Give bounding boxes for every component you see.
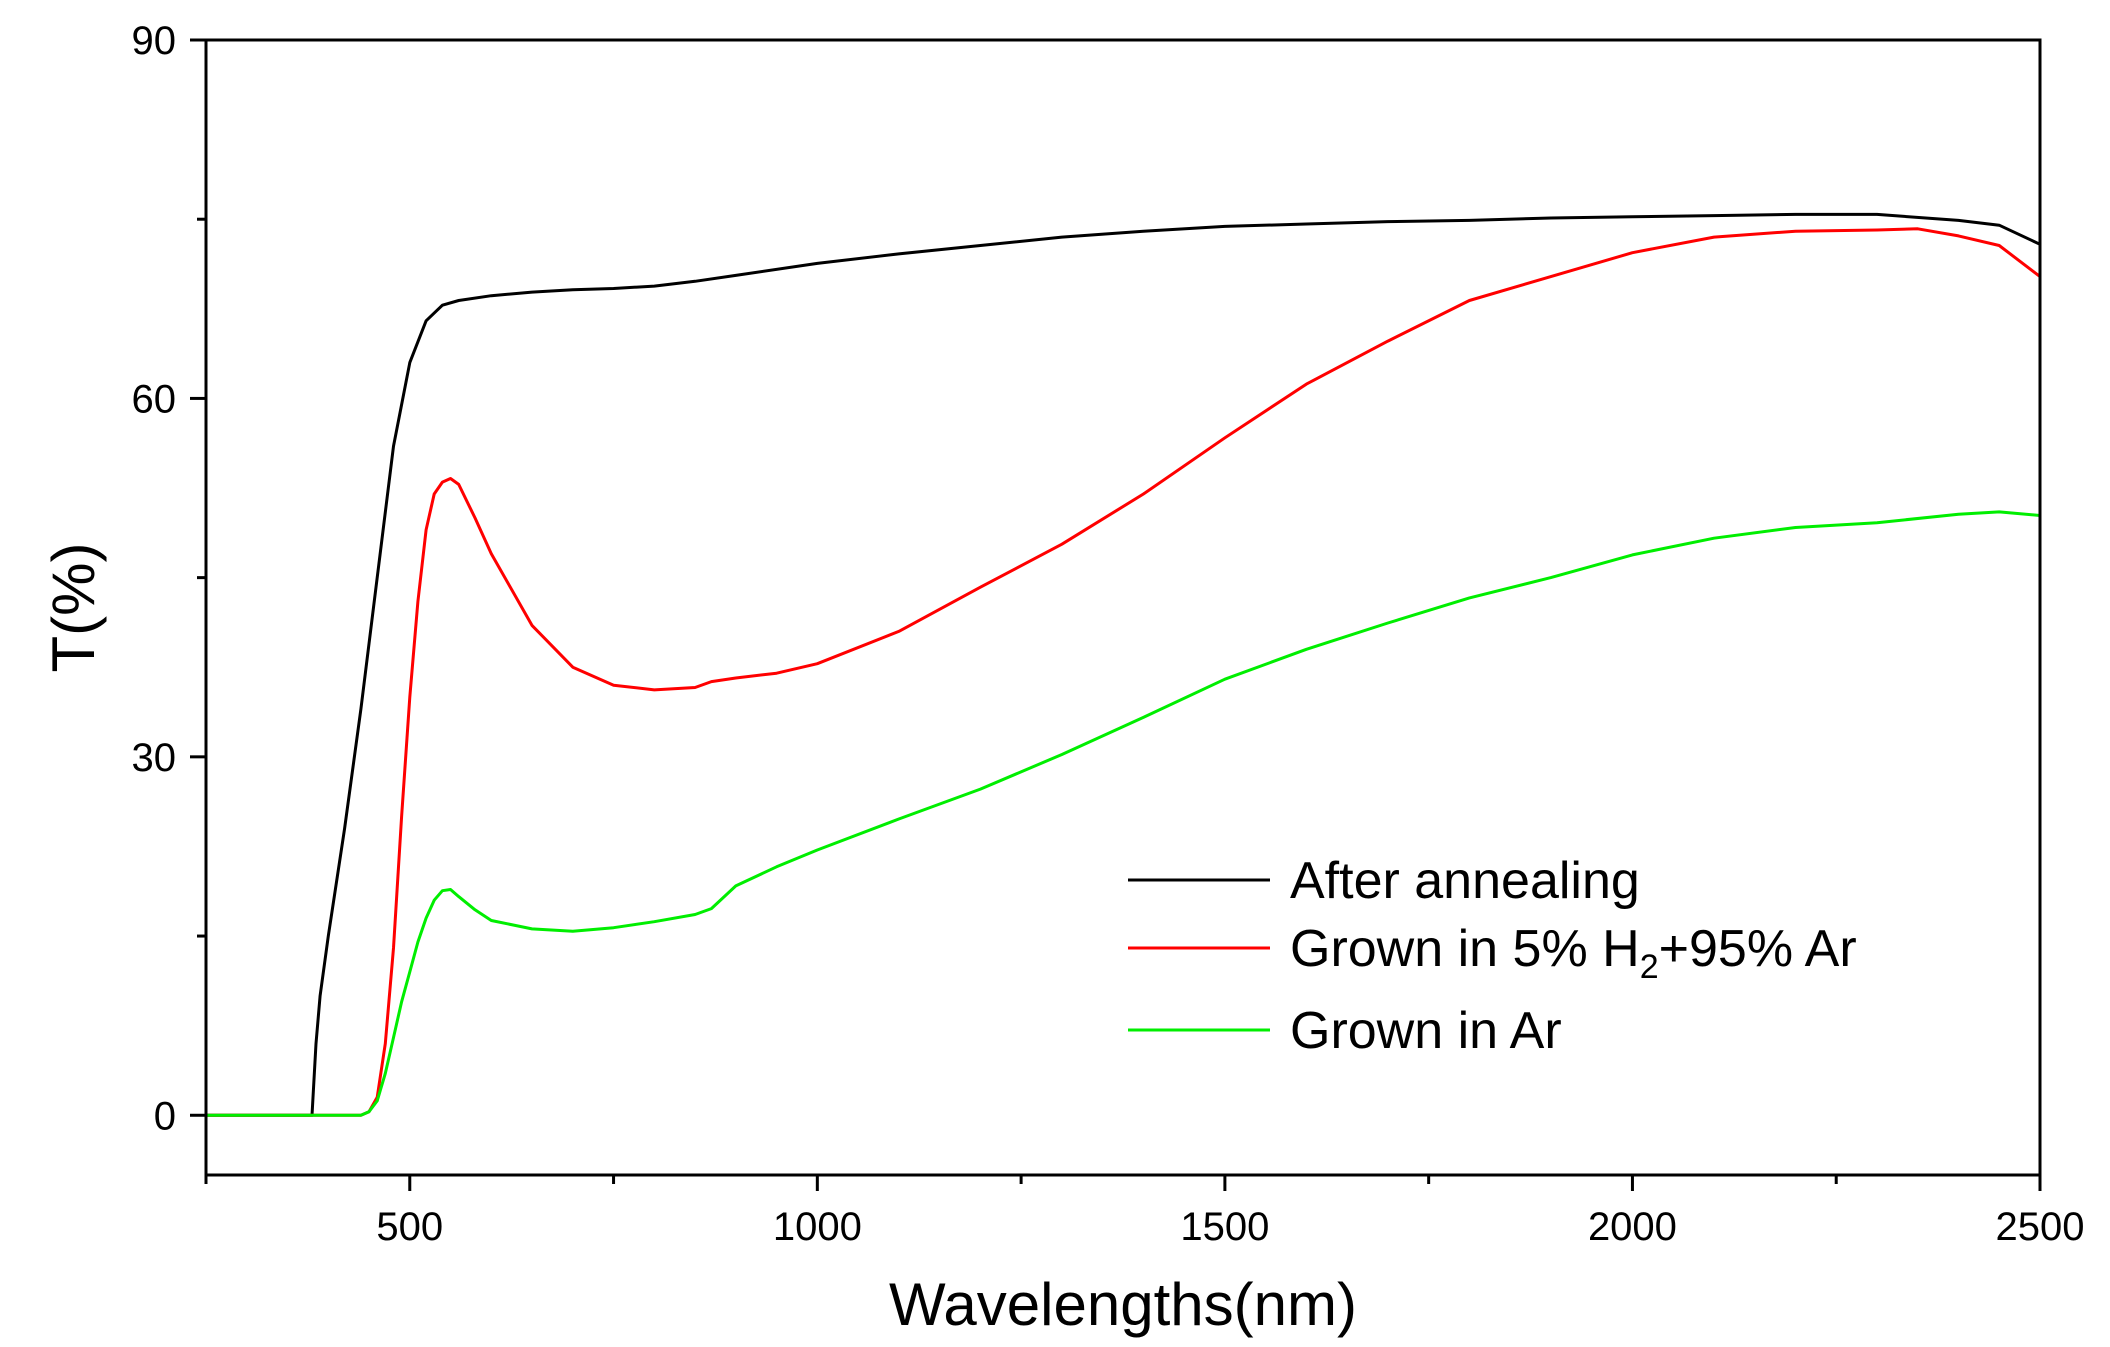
series-line-0 xyxy=(206,212,2041,1117)
y-tick-label: 90 xyxy=(132,19,177,63)
x-axis-title: Wavelengths(nm) xyxy=(889,1271,1357,1338)
legend-label-after-annealing: After annealing xyxy=(1290,852,1640,910)
x-tick-label: 500 xyxy=(376,1205,443,1249)
series-line-1 xyxy=(206,227,2041,1117)
legend: After annealing Grown in 5% H2+95% Ar Gr… xyxy=(1128,852,1857,1060)
legend-label-main: Grown in 5% H xyxy=(1290,920,1640,978)
series-line-2 xyxy=(206,510,2041,1117)
x-tick-label: 2000 xyxy=(1588,1205,1677,1249)
legend-label-grown-ar: Grown in Ar xyxy=(1290,1002,1562,1060)
y-axis-title: T(%) xyxy=(40,543,107,673)
x-tick-label: 1000 xyxy=(773,1205,862,1249)
series-layer xyxy=(206,212,2041,1117)
legend-label-subscript: 2 xyxy=(1640,948,1659,986)
y-tick-label: 60 xyxy=(132,377,177,421)
x-tick-label: 2500 xyxy=(1996,1205,2085,1249)
plot-frame xyxy=(204,38,2042,1177)
ticks-layer: 500 1000 1500 2000 2500 0 30 60 90 xyxy=(132,19,2085,1249)
x-tick-label: 1500 xyxy=(1180,1205,1269,1249)
legend-label-grown-h2-ar: Grown in 5% H2+95% Ar xyxy=(1290,920,1857,986)
y-tick-label: 0 xyxy=(154,1094,176,1138)
y-tick-label: 30 xyxy=(132,736,177,780)
legend-label-rest: +95% Ar xyxy=(1659,920,1857,978)
